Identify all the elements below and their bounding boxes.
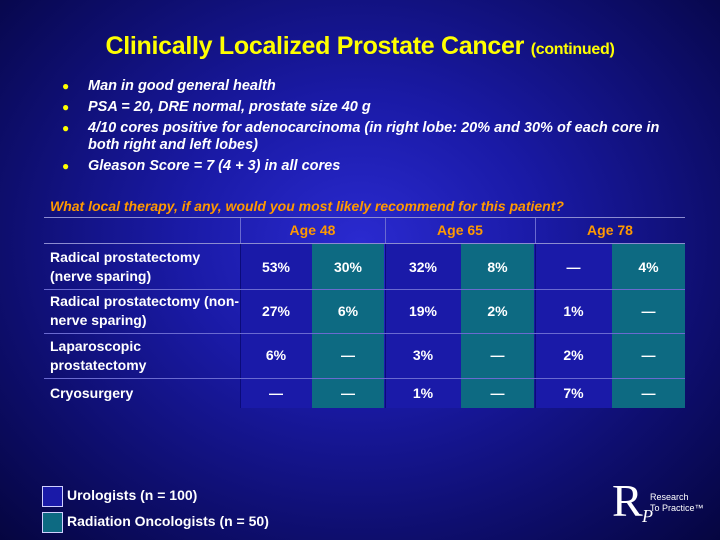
row-divider bbox=[44, 378, 685, 379]
row-label-cryosurgery: Cryosurgery bbox=[50, 385, 134, 401]
age-header-65: Age 65 bbox=[437, 222, 483, 238]
table-cell: 8% bbox=[487, 259, 508, 275]
bullet-item: ● 4/10 cores positive for adenocarcinoma … bbox=[62, 120, 660, 153]
row-label-laparoscopic: Laparoscopic prostatectomy bbox=[50, 338, 147, 373]
table-cell: — bbox=[641, 303, 656, 319]
table-cell: 53% bbox=[261, 259, 291, 275]
bullet-item: ● Gleason Score = 7 (4 + 3) in all cores bbox=[62, 158, 341, 174]
column-divider bbox=[535, 218, 536, 244]
bullet-dot-icon: ● bbox=[62, 79, 70, 93]
urologists-swatch bbox=[42, 486, 63, 507]
radiation-column-bg bbox=[461, 244, 534, 408]
age-header-48: Age 48 bbox=[289, 222, 336, 238]
urologists-column-bg bbox=[535, 244, 613, 408]
column-divider bbox=[240, 218, 241, 244]
radiation-column-bg bbox=[312, 244, 384, 408]
bullet-item: ● Man in good general health bbox=[62, 78, 276, 94]
table-cell: — bbox=[641, 385, 656, 401]
table-cell: 2% bbox=[563, 347, 584, 363]
row-label-nerve-sparing: Radical prostatectomy (nerve sparing) bbox=[50, 249, 201, 284]
table-cell: — bbox=[341, 347, 355, 363]
table-cell: 7% bbox=[563, 385, 584, 401]
table-cell: 2% bbox=[487, 303, 508, 319]
divider bbox=[44, 217, 685, 218]
research-to-practice-logo: R P Research To Practice™ bbox=[612, 475, 704, 526]
table-cell: 1% bbox=[563, 303, 584, 319]
table-cell: 1% bbox=[412, 385, 434, 401]
row-divider bbox=[44, 333, 685, 334]
radiation-column-bg bbox=[612, 244, 685, 408]
table-cell: 3% bbox=[412, 347, 434, 363]
title-main: Clinically Localized Prostate Cancer bbox=[105, 32, 525, 60]
table-cell: — bbox=[566, 259, 581, 275]
table-cell: 19% bbox=[408, 303, 438, 319]
table-cell: — bbox=[490, 347, 505, 363]
table-cell: — bbox=[341, 385, 355, 401]
bullet-dot-icon: ● bbox=[62, 121, 70, 135]
table-cell: 4% bbox=[638, 259, 659, 275]
urologists-column-bg bbox=[240, 244, 313, 408]
row-divider bbox=[44, 289, 685, 290]
row-label-non-nerve-sparing: Radical prostatectomy (non-nerve sparing… bbox=[50, 293, 240, 328]
age-header-78: Age 78 bbox=[587, 222, 633, 238]
survey-question: What local therapy, if any, would you mo… bbox=[50, 198, 564, 214]
table-cell: 6% bbox=[265, 347, 287, 363]
legend-radiation-oncologists: Radiation Oncologists (n = 50) bbox=[67, 513, 269, 529]
slide-title: Clinically Localized Prostate Cancer (co… bbox=[0, 32, 720, 61]
table-cell: 27% bbox=[261, 303, 291, 319]
column-divider bbox=[385, 218, 386, 244]
table-cell: 32% bbox=[408, 259, 438, 275]
table-cell: 6% bbox=[337, 303, 359, 319]
urologists-column-bg bbox=[385, 244, 462, 408]
table-cell: — bbox=[641, 347, 656, 363]
bullet-item: ● PSA = 20, DRE normal, prostate size 40 … bbox=[62, 99, 371, 115]
bullet-dot-icon: ● bbox=[62, 100, 70, 114]
table-cell: — bbox=[269, 385, 283, 401]
table-cell: 30% bbox=[333, 259, 363, 275]
title-suffix: (continued) bbox=[530, 41, 615, 58]
radiation-swatch bbox=[42, 512, 63, 533]
legend-urologists: Urologists (n = 100) bbox=[67, 487, 198, 503]
table-header-divider bbox=[44, 243, 685, 244]
case-bullets: ● Man in good general health ● PSA = 20, D… bbox=[62, 78, 662, 179]
table-cell: — bbox=[490, 385, 505, 401]
bullet-dot-icon: ● bbox=[62, 159, 70, 173]
